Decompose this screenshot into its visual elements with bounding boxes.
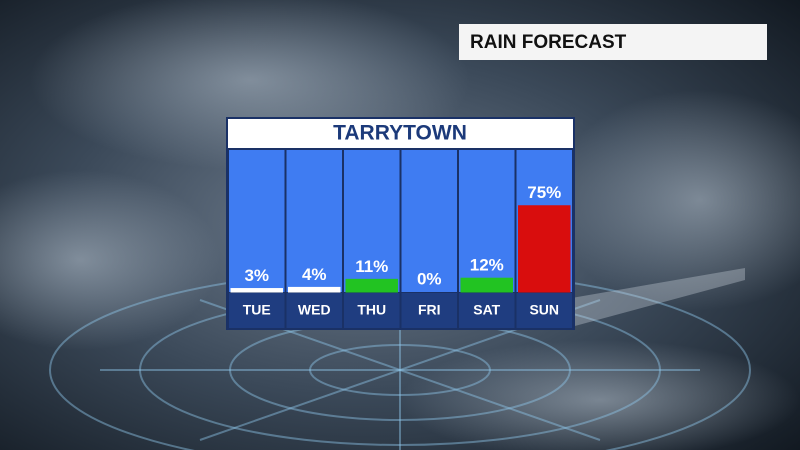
radar-sweep (560, 268, 745, 330)
column (344, 150, 400, 292)
day-cell (459, 293, 515, 328)
bar (288, 286, 341, 293)
value-label: 0% (417, 269, 442, 288)
day-cell (401, 293, 457, 328)
title-box (459, 24, 767, 60)
value-label: 11% (355, 257, 388, 276)
day-cell (344, 293, 400, 328)
x-tick-label: SAT (473, 302, 500, 318)
x-tick-label: THU (357, 302, 386, 318)
bar (345, 278, 398, 293)
column (229, 150, 285, 292)
bar (230, 288, 283, 293)
value-label: 75% (527, 183, 561, 202)
cloud (550, 90, 800, 310)
column (401, 150, 457, 292)
bar (460, 277, 513, 293)
location: TARRYTOWN (333, 122, 467, 145)
column (459, 150, 515, 292)
bar (518, 205, 571, 293)
radar (49, 269, 751, 450)
x-tick-label: WED (298, 302, 331, 318)
day-cell (286, 293, 342, 328)
cloud (0, 170, 220, 350)
x-tick-label: SUN (529, 302, 559, 318)
value-label: 3% (244, 266, 269, 285)
x-tick-label: FRI (418, 302, 441, 318)
day-cell (516, 293, 572, 328)
value-label: 4% (302, 265, 327, 284)
day-cell (229, 293, 285, 328)
value-label: 12% (470, 256, 504, 275)
x-tick-label: TUE (243, 302, 271, 318)
cloud (400, 340, 800, 450)
location-box (228, 119, 573, 148)
title: RAIN FORECAST (470, 32, 627, 53)
column (286, 150, 342, 292)
